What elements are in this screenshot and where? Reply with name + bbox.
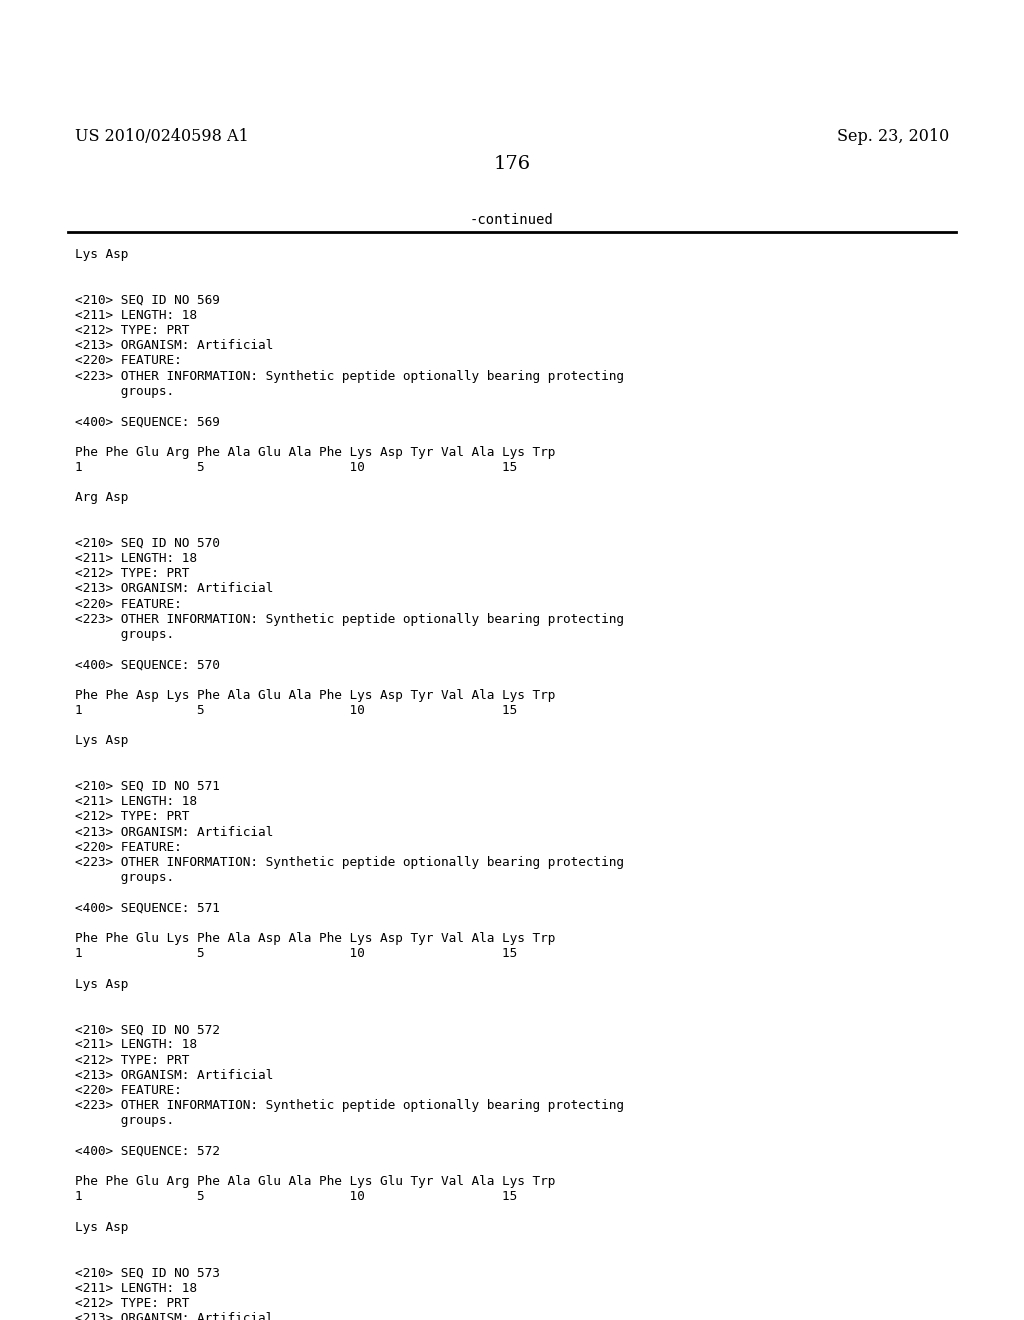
Text: <210> SEQ ID NO 571: <210> SEQ ID NO 571 [75, 780, 220, 793]
Text: groups.: groups. [75, 628, 174, 642]
Text: <220> FEATURE:: <220> FEATURE: [75, 1084, 181, 1097]
Text: <220> FEATURE:: <220> FEATURE: [75, 598, 181, 611]
Text: <213> ORGANISM: Artificial: <213> ORGANISM: Artificial [75, 1069, 273, 1082]
Text: -continued: -continued [470, 213, 554, 227]
Text: <211> LENGTH: 18: <211> LENGTH: 18 [75, 309, 197, 322]
Text: <212> TYPE: PRT: <212> TYPE: PRT [75, 323, 189, 337]
Text: <223> OTHER INFORMATION: Synthetic peptide optionally bearing protecting: <223> OTHER INFORMATION: Synthetic pepti… [75, 855, 624, 869]
Text: <210> SEQ ID NO 569: <210> SEQ ID NO 569 [75, 293, 220, 306]
Text: <211> LENGTH: 18: <211> LENGTH: 18 [75, 795, 197, 808]
Text: groups.: groups. [75, 871, 174, 884]
Text: Phe Phe Glu Arg Phe Ala Glu Ala Phe Lys Glu Tyr Val Ala Lys Trp: Phe Phe Glu Arg Phe Ala Glu Ala Phe Lys … [75, 1175, 555, 1188]
Text: Lys Asp: Lys Asp [75, 734, 128, 747]
Text: Lys Asp: Lys Asp [75, 978, 128, 990]
Text: <212> TYPE: PRT: <212> TYPE: PRT [75, 568, 189, 581]
Text: <223> OTHER INFORMATION: Synthetic peptide optionally bearing protecting: <223> OTHER INFORMATION: Synthetic pepti… [75, 612, 624, 626]
Text: <213> ORGANISM: Artificial: <213> ORGANISM: Artificial [75, 339, 273, 352]
Text: <212> TYPE: PRT: <212> TYPE: PRT [75, 810, 189, 824]
Text: Arg Asp: Arg Asp [75, 491, 128, 504]
Text: 176: 176 [494, 154, 530, 173]
Text: Phe Phe Glu Arg Phe Ala Glu Ala Phe Lys Asp Tyr Val Ala Lys Trp: Phe Phe Glu Arg Phe Ala Glu Ala Phe Lys … [75, 446, 555, 458]
Text: 1               5                   10                  15: 1 5 10 15 [75, 1191, 517, 1204]
Text: <213> ORGANISM: Artificial: <213> ORGANISM: Artificial [75, 582, 273, 595]
Text: <400> SEQUENCE: 571: <400> SEQUENCE: 571 [75, 902, 220, 915]
Text: <213> ORGANISM: Artificial: <213> ORGANISM: Artificial [75, 1312, 273, 1320]
Text: Lys Asp: Lys Asp [75, 248, 128, 261]
Text: Sep. 23, 2010: Sep. 23, 2010 [837, 128, 949, 145]
Text: <400> SEQUENCE: 569: <400> SEQUENCE: 569 [75, 416, 220, 428]
Text: 1               5                   10                  15: 1 5 10 15 [75, 461, 517, 474]
Text: 1               5                   10                  15: 1 5 10 15 [75, 704, 517, 717]
Text: groups.: groups. [75, 385, 174, 397]
Text: <211> LENGTH: 18: <211> LENGTH: 18 [75, 552, 197, 565]
Text: <210> SEQ ID NO 570: <210> SEQ ID NO 570 [75, 537, 220, 550]
Text: <211> LENGTH: 18: <211> LENGTH: 18 [75, 1039, 197, 1052]
Text: <210> SEQ ID NO 573: <210> SEQ ID NO 573 [75, 1266, 220, 1279]
Text: 1               5                   10                  15: 1 5 10 15 [75, 948, 517, 960]
Text: <223> OTHER INFORMATION: Synthetic peptide optionally bearing protecting: <223> OTHER INFORMATION: Synthetic pepti… [75, 1100, 624, 1113]
Text: <213> ORGANISM: Artificial: <213> ORGANISM: Artificial [75, 825, 273, 838]
Text: <220> FEATURE:: <220> FEATURE: [75, 354, 181, 367]
Text: <220> FEATURE:: <220> FEATURE: [75, 841, 181, 854]
Text: <212> TYPE: PRT: <212> TYPE: PRT [75, 1296, 189, 1309]
Text: <400> SEQUENCE: 570: <400> SEQUENCE: 570 [75, 659, 220, 672]
Text: <212> TYPE: PRT: <212> TYPE: PRT [75, 1053, 189, 1067]
Text: <210> SEQ ID NO 572: <210> SEQ ID NO 572 [75, 1023, 220, 1036]
Text: Lys Asp: Lys Asp [75, 1221, 128, 1234]
Text: US 2010/0240598 A1: US 2010/0240598 A1 [75, 128, 249, 145]
Text: groups.: groups. [75, 1114, 174, 1127]
Text: Phe Phe Glu Lys Phe Ala Asp Ala Phe Lys Asp Tyr Val Ala Lys Trp: Phe Phe Glu Lys Phe Ala Asp Ala Phe Lys … [75, 932, 555, 945]
Text: <223> OTHER INFORMATION: Synthetic peptide optionally bearing protecting: <223> OTHER INFORMATION: Synthetic pepti… [75, 370, 624, 383]
Text: <400> SEQUENCE: 572: <400> SEQUENCE: 572 [75, 1144, 220, 1158]
Text: Phe Phe Asp Lys Phe Ala Glu Ala Phe Lys Asp Tyr Val Ala Lys Trp: Phe Phe Asp Lys Phe Ala Glu Ala Phe Lys … [75, 689, 555, 702]
Text: <211> LENGTH: 18: <211> LENGTH: 18 [75, 1282, 197, 1295]
